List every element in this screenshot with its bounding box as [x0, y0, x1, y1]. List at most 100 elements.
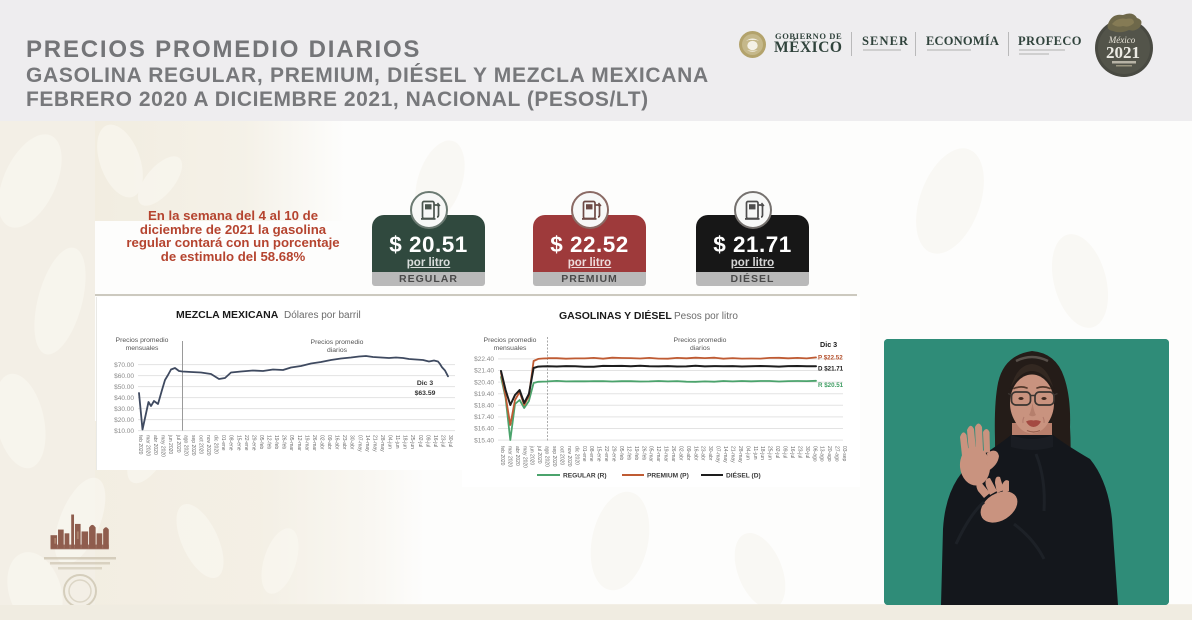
- svg-text:05-mar: 05-mar: [648, 446, 654, 462]
- svg-text:$22.40: $22.40: [474, 356, 494, 363]
- svg-text:07-may: 07-may: [356, 435, 362, 452]
- svg-text:08-ene: 08-ene: [588, 446, 594, 462]
- svg-text:sep 2020: sep 2020: [551, 446, 557, 467]
- svg-text:$16.40: $16.40: [474, 426, 494, 433]
- svg-text:México: México: [1108, 35, 1136, 45]
- svg-text:$30.00: $30.00: [114, 406, 134, 413]
- svg-text:19-feb: 19-feb: [633, 446, 639, 460]
- svg-text:feb 2020: feb 2020: [137, 435, 143, 455]
- svg-text:12-mar: 12-mar: [655, 446, 661, 462]
- svg-text:26-mar: 26-mar: [670, 446, 676, 462]
- svg-text:11-jun: 11-jun: [394, 435, 400, 449]
- svg-text:25-jun: 25-jun: [767, 446, 773, 460]
- svg-text:28-may: 28-may: [737, 446, 743, 463]
- svg-text:27-ago: 27-ago: [834, 446, 840, 462]
- svg-text:$60.00: $60.00: [114, 373, 134, 380]
- svg-text:14-may: 14-may: [364, 435, 370, 452]
- svg-text:12-feb: 12-feb: [266, 435, 272, 449]
- svg-text:Precios promedio: Precios promedio: [311, 339, 364, 346]
- svg-text:abr 2020: abr 2020: [514, 446, 520, 466]
- svg-text:19-mar: 19-mar: [663, 446, 669, 462]
- svg-text:23-jul: 23-jul: [439, 435, 445, 447]
- svg-text:Dic 3: Dic 3: [820, 340, 837, 349]
- svg-text:18-jun: 18-jun: [402, 435, 408, 449]
- svg-text:02-abr: 02-abr: [319, 435, 325, 450]
- svg-text:$21.40: $21.40: [474, 368, 494, 375]
- svg-text:23-jul: 23-jul: [796, 446, 802, 458]
- svg-text:16-abr: 16-abr: [334, 435, 340, 450]
- svg-text:20-ago: 20-ago: [826, 446, 832, 462]
- svg-text:03-sep: 03-sep: [841, 446, 847, 462]
- svg-text:19-feb: 19-feb: [273, 435, 279, 449]
- svg-text:feb 2020: feb 2020: [499, 446, 505, 466]
- svg-text:26-feb: 26-feb: [640, 446, 646, 460]
- svg-text:22-ene: 22-ene: [243, 435, 249, 451]
- svg-text:may 2020: may 2020: [160, 435, 166, 457]
- svg-text:Precios promedio: Precios promedio: [484, 337, 537, 344]
- svg-text:05-feb: 05-feb: [618, 446, 624, 460]
- svg-text:$50.00: $50.00: [114, 384, 134, 391]
- svg-text:jul 2020: jul 2020: [536, 445, 542, 464]
- svg-text:dic 2020: dic 2020: [573, 446, 579, 465]
- svg-text:$20.00: $20.00: [114, 417, 134, 424]
- svg-text:09-jul: 09-jul: [782, 446, 788, 458]
- svg-text:$17.40: $17.40: [474, 414, 494, 421]
- svg-text:07-may: 07-may: [715, 446, 721, 463]
- svg-text:01-ene: 01-ene: [220, 435, 226, 451]
- svg-text:09-abr: 09-abr: [326, 435, 332, 450]
- svg-text:Dic 3: Dic 3: [417, 380, 433, 387]
- svg-text:ago 2020: ago 2020: [544, 446, 550, 467]
- svg-text:16-abr: 16-abr: [692, 446, 698, 461]
- svg-text:D $21.71: D $21.71: [818, 366, 844, 373]
- svg-text:30-jul: 30-jul: [447, 435, 453, 447]
- svg-text:09-jul: 09-jul: [424, 435, 430, 447]
- svg-text:18-jun: 18-jun: [759, 446, 765, 460]
- svg-text:mar 2020: mar 2020: [145, 435, 151, 456]
- svg-text:Precios promedio: Precios promedio: [116, 337, 169, 344]
- svg-text:04-jun: 04-jun: [744, 446, 750, 460]
- svg-text:may 2020: may 2020: [521, 446, 527, 468]
- svg-text:04-jun: 04-jun: [387, 435, 393, 449]
- svg-text:REGULAR (R): REGULAR (R): [563, 473, 607, 480]
- svg-text:13-ago: 13-ago: [819, 446, 825, 462]
- svg-text:21-may: 21-may: [371, 435, 377, 452]
- svg-text:16-jul: 16-jul: [432, 435, 438, 447]
- svg-text:06-ago: 06-ago: [811, 446, 817, 462]
- svg-text:22-ene: 22-ene: [603, 446, 609, 462]
- svg-text:mensuales: mensuales: [126, 345, 159, 352]
- svg-text:21-may: 21-may: [730, 446, 736, 463]
- svg-text:28-may: 28-may: [379, 435, 385, 452]
- svg-text:29-ene: 29-ene: [611, 446, 617, 462]
- svg-text:30-abr: 30-abr: [349, 435, 355, 450]
- svg-text:05-feb: 05-feb: [258, 435, 264, 449]
- svg-text:14-may: 14-may: [722, 446, 728, 463]
- svg-text:15-ene: 15-ene: [235, 435, 241, 451]
- svg-text:12-feb: 12-feb: [625, 446, 631, 460]
- svg-text:mensuales: mensuales: [494, 345, 527, 352]
- svg-text:25-jun: 25-jun: [409, 435, 415, 449]
- svg-text:oct 2020: oct 2020: [559, 446, 565, 465]
- svg-text:29-ene: 29-ene: [250, 435, 256, 451]
- svg-text:PREMIUM (P): PREMIUM (P): [647, 473, 689, 480]
- svg-text:sep 2020: sep 2020: [190, 435, 196, 456]
- svg-text:26-feb: 26-feb: [281, 435, 287, 449]
- svg-text:Dólares por barril: Dólares por barril: [284, 310, 361, 321]
- svg-text:abr 2020: abr 2020: [152, 435, 158, 455]
- svg-text:$10.00: $10.00: [114, 428, 134, 435]
- svg-text:jun 2020: jun 2020: [529, 445, 535, 465]
- svg-text:05-mar: 05-mar: [288, 435, 294, 451]
- svg-text:MEZCLA MEXICANA: MEZCLA MEXICANA: [176, 309, 279, 321]
- svg-text:$19.40: $19.40: [474, 391, 494, 398]
- svg-text:19-mar: 19-mar: [303, 435, 309, 451]
- svg-text:jun 2020: jun 2020: [167, 434, 173, 454]
- svg-text:08-ene: 08-ene: [228, 435, 234, 451]
- svg-text:30-jul: 30-jul: [804, 446, 810, 458]
- svg-text:P $22.52: P $22.52: [818, 355, 843, 362]
- svg-text:16-jul: 16-jul: [789, 446, 795, 458]
- svg-text:$15.40: $15.40: [474, 437, 494, 444]
- svg-text:02-jul: 02-jul: [774, 446, 780, 458]
- svg-text:ago 2020: ago 2020: [182, 435, 188, 456]
- svg-text:DIÉSEL (D): DIÉSEL (D): [726, 471, 761, 480]
- svg-text:jul 2020: jul 2020: [175, 434, 181, 453]
- svg-text:$63.59: $63.59: [415, 390, 436, 397]
